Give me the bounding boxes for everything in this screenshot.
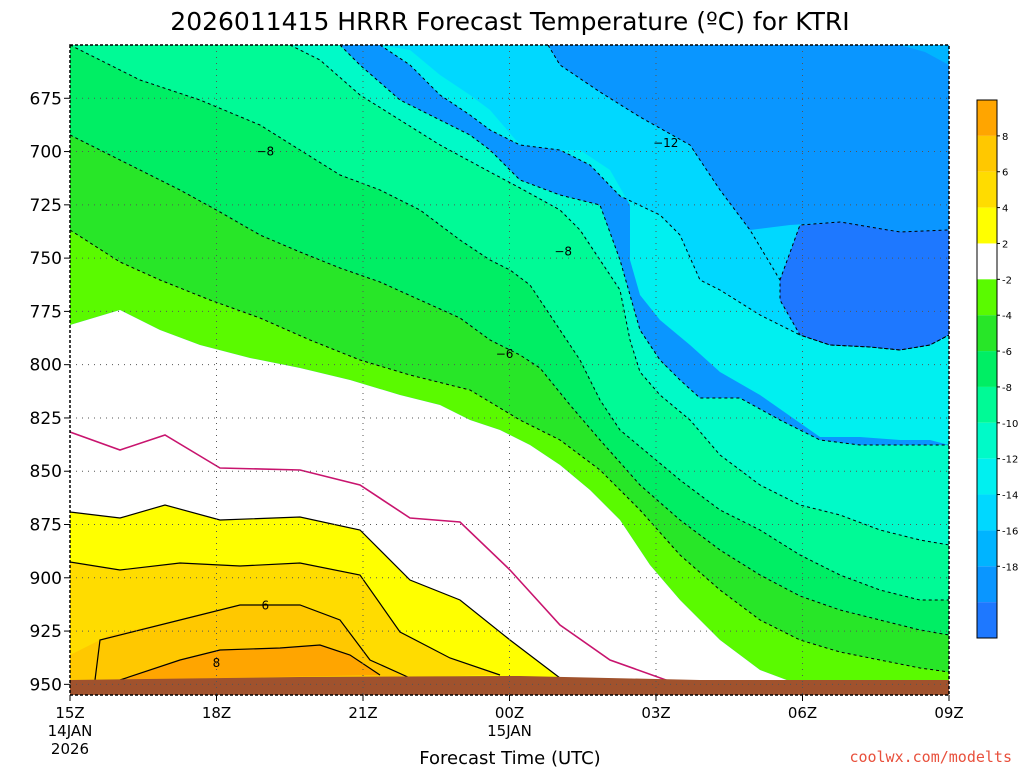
y-tick-label: 750 <box>30 249 62 269</box>
contour-line-minus-14 <box>547 45 949 351</box>
band-warmest <box>120 645 380 680</box>
colorbar: 8 6 4 2 -2 -4 -6 -8 -10 -12 -14 -16 -18 <box>976 99 1018 639</box>
y-tick-label: 775 <box>30 302 62 322</box>
band-minus-14-to-minus-12 <box>70 45 949 350</box>
colorbar-label: -14 <box>1002 491 1018 502</box>
colorbar-label: 2 <box>1002 239 1008 250</box>
colorbar-label: -16 <box>1002 526 1018 537</box>
colorbar-label: -18 <box>1002 562 1018 573</box>
y-tick-label: 675 <box>30 89 62 109</box>
y-tick-label: 900 <box>30 569 62 589</box>
x-tick-date-label: 14JAN <box>48 722 93 740</box>
contour-line-minus-12 <box>379 45 949 351</box>
colorbar-label: 8 <box>1002 132 1008 143</box>
colorbar-label: -8 <box>1002 383 1012 394</box>
plot-frame <box>69 44 950 696</box>
contour-line-2 <box>70 504 561 679</box>
credit-text: coolwx.com/modelts <box>849 748 1012 766</box>
contour-line-6 <box>94 604 411 681</box>
colorbar-swatch <box>977 602 997 638</box>
colorbar-label: -4 <box>1002 311 1012 322</box>
band-minus-2-to-2 <box>70 230 949 685</box>
band-minus-10-to-minus-8 <box>70 45 949 545</box>
x-tick-label: 09Z <box>934 704 963 722</box>
surface-terrain <box>70 676 949 695</box>
pressure-axis: 675 700 725 750 775 800 825 850 875 900 925 950 <box>30 89 70 695</box>
colorbar-label: -12 <box>1002 455 1018 466</box>
colorbar-label: -10 <box>1002 419 1018 430</box>
colorbar-swatch <box>977 351 997 387</box>
contour-line-minus-16 <box>779 221 949 281</box>
contour-line-minus-8 <box>289 45 949 546</box>
y-tick-label: 825 <box>30 409 62 429</box>
x-axis-label: Forecast Time (UTC) <box>419 748 600 768</box>
x-tick-label: 21Z <box>348 704 377 722</box>
contour-label: −8 <box>256 145 274 159</box>
contour-lines <box>70 45 949 686</box>
contour-line-4 <box>70 561 501 676</box>
y-tick-label: 700 <box>30 143 62 163</box>
band-minus-12-to-minus-10 <box>70 45 949 445</box>
y-tick-label: 925 <box>30 622 62 642</box>
x-tick-date-label: 15JAN <box>487 722 532 740</box>
contour-label: −8 <box>554 245 572 259</box>
colorbar-label: -6 <box>1002 347 1012 358</box>
colorbar-swatch <box>977 530 997 567</box>
x-tick-date-label: 2026 <box>51 740 89 758</box>
colorbar-swatch <box>977 422 997 459</box>
y-tick-label: 875 <box>30 516 62 536</box>
contour-line-minus-2 <box>70 229 949 673</box>
colorbar-swatch <box>977 386 997 423</box>
contour-label: 6 <box>262 598 270 612</box>
y-tick-label: 850 <box>30 462 62 482</box>
colorbar-swatch <box>977 135 997 172</box>
contour-label: −12 <box>653 136 678 150</box>
x-tick-label: 06Z <box>788 704 817 722</box>
y-tick-label: 950 <box>30 675 62 695</box>
contour-labels: −8 −12 −8 −6 6 8 <box>213 136 679 670</box>
colorbar-swatch <box>977 279 997 316</box>
colorbar-swatch <box>977 100 997 136</box>
colorbar-swatch <box>977 171 997 208</box>
y-tick-label: 800 <box>30 356 62 376</box>
band-coldest <box>780 222 949 350</box>
chart-title: 2026011415 HRRR Forecast Temperature (ºC… <box>170 7 849 36</box>
colorbar-swatch <box>977 243 997 280</box>
y-tick-label: 725 <box>30 196 62 216</box>
contour-label: −6 <box>496 347 514 361</box>
colorbar-label: 6 <box>1002 168 1008 179</box>
colorbar-swatch <box>977 494 997 531</box>
colorbar-swatch <box>977 458 997 495</box>
contour-line-minus-10 <box>339 45 949 446</box>
colorbar-swatch <box>977 566 997 603</box>
grid-lines <box>70 45 949 695</box>
contour-line-8 <box>119 644 381 681</box>
band-minus-8-to-minus-6 <box>70 45 949 600</box>
colorbar-label: 4 <box>1002 204 1008 215</box>
colorbar-label: -2 <box>1002 275 1012 286</box>
x-tick-label: 03Z <box>641 704 670 722</box>
contour-line-minus-4 <box>70 134 949 636</box>
band-minus-4-to-minus-2 <box>70 135 949 672</box>
x-tick-label: 18Z <box>202 704 231 722</box>
colorbar-swatch <box>977 315 997 352</box>
x-tick-label: 15Z <box>55 704 84 722</box>
colorbar-swatch <box>977 207 997 244</box>
contour-label: 8 <box>213 656 221 670</box>
x-tick-label: 00Z <box>495 704 524 722</box>
colorbar-frame <box>976 99 998 639</box>
contour-line-minus-6 <box>70 45 949 601</box>
